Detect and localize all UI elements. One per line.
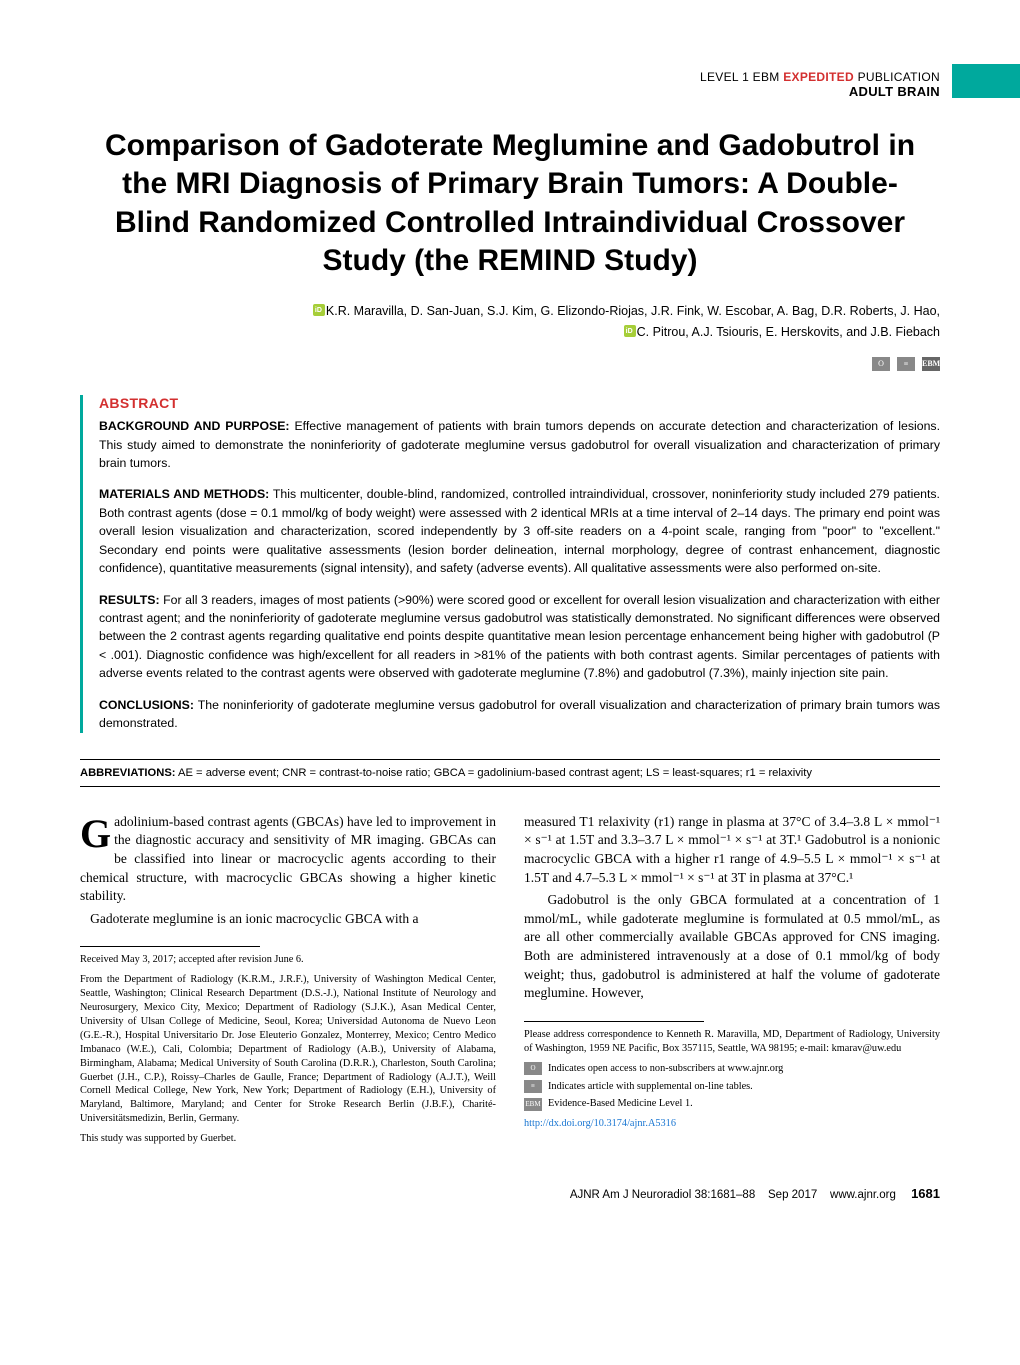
body-para-3: measured T1 relaxivity (r1) range in pla… [524, 813, 940, 888]
body-p2-text: Gadoterate meglumine is an ionic macrocy… [90, 911, 418, 926]
header-category: LEVEL 1 EBM EXPEDITED PUBLICATION ADULT … [80, 70, 940, 99]
abbreviations-text: AE = adverse event; CNR = contrast-to-no… [178, 767, 812, 779]
supplement-icon: ≡ [897, 357, 915, 371]
category-suffix: PUBLICATION [854, 70, 940, 84]
body-columns: Gadolinium-based contrast agents (GBCAs)… [80, 813, 940, 1152]
supplement-icon: ≡ [524, 1080, 542, 1093]
abstract-heading: ABSTRACT [99, 395, 940, 411]
expedited-label: EXPEDITED [783, 70, 854, 84]
abbreviations-label: ABBREVIATIONS: [80, 767, 176, 779]
section-label: ADULT BRAIN [80, 84, 940, 99]
right-column: measured T1 relaxivity (r1) range in pla… [524, 813, 940, 1152]
ebm-legend: EBM Evidence-Based Medicine Level 1. [524, 1097, 940, 1111]
authors-line-2: C. Pitrou, A.J. Tsiouris, E. Herskovits,… [80, 322, 940, 343]
page-container: LEVEL 1 EBM EXPEDITED PUBLICATION ADULT … [0, 0, 1020, 1241]
body-para-2: Gadoterate meglumine is an ionic macrocy… [80, 910, 496, 929]
ebm-icon: EBM [922, 357, 940, 371]
footer-date: Sep 2017 [768, 1189, 817, 1201]
body-para-4: Gadobutrol is the only GBCA formulated a… [524, 891, 940, 1003]
footnote-rule [524, 1021, 704, 1022]
ebm-text: Evidence-Based Medicine Level 1. [548, 1097, 693, 1111]
footnote-rule [80, 946, 260, 947]
abstract-block: ABSTRACT BACKGROUND AND PURPOSE: Effecti… [80, 395, 940, 733]
body-p1-text: adolinium-based contrast agents (GBCAs) … [80, 814, 496, 904]
conclusions-text: The noninferiority of gadoterate meglumi… [99, 698, 940, 730]
article-type-icons: O ≡ EBM [80, 355, 940, 373]
body-para-1: Gadolinium-based contrast agents (GBCAs)… [80, 813, 496, 906]
orcid-icon [313, 304, 325, 316]
authors-text-1: K.R. Maravilla, D. San-Juan, S.J. Kim, G… [326, 304, 940, 318]
page-number: 1681 [911, 1186, 940, 1201]
doi-link[interactable]: http://dx.doi.org/10.3174/ajnr.A5316 [524, 1117, 940, 1131]
supplement-text: Indicates article with supplemental on-l… [548, 1080, 753, 1094]
results-text: For all 3 readers, images of most patien… [99, 593, 940, 681]
category-line: LEVEL 1 EBM EXPEDITED PUBLICATION [80, 70, 940, 84]
conclusions-label: CONCLUSIONS: [99, 698, 194, 712]
correspondence-note: Please address correspondence to Kenneth… [524, 1028, 940, 1056]
openaccess-legend: O Indicates open access to non-subscribe… [524, 1062, 940, 1076]
orcid-icon [624, 325, 636, 337]
footer-journal: AJNR Am J Neuroradiol 38:1681–88 [570, 1189, 755, 1201]
footer-url: www.ajnr.org [830, 1189, 896, 1201]
supplement-legend: ≡ Indicates article with supplemental on… [524, 1080, 940, 1094]
abstract-background: BACKGROUND AND PURPOSE: Effective manage… [99, 417, 940, 472]
teal-decorative-bar [952, 64, 1020, 98]
abstract-conclusions: CONCLUSIONS: The noninferiority of gadot… [99, 696, 940, 733]
affiliations-note: From the Department of Radiology (K.R.M.… [80, 973, 496, 1126]
footnotes-left: Received May 3, 2017; accepted after rev… [80, 946, 496, 1146]
authors-block: K.R. Maravilla, D. San-Juan, S.J. Kim, G… [80, 301, 940, 344]
left-column: Gadolinium-based contrast agents (GBCAs)… [80, 813, 496, 1152]
ebm-icon: EBM [524, 1098, 542, 1111]
openaccess-text: Indicates open access to non-subscribers… [548, 1062, 783, 1076]
footnotes-right: Please address correspondence to Kenneth… [524, 1021, 940, 1131]
abbreviations-block: ABBREVIATIONS: AE = adverse event; CNR =… [80, 759, 940, 787]
supported-note: This study was supported by Guerbet. [80, 1132, 496, 1146]
authors-line-1: K.R. Maravilla, D. San-Juan, S.J. Kim, G… [80, 301, 940, 322]
background-label: BACKGROUND AND PURPOSE: [99, 419, 290, 433]
methods-label: MATERIALS AND METHODS: [99, 487, 269, 501]
open-access-icon: O [872, 357, 890, 371]
authors-text-2: C. Pitrou, A.J. Tsiouris, E. Herskovits,… [637, 325, 940, 339]
article-title: Comparison of Gadoterate Meglumine and G… [80, 127, 940, 281]
open-access-icon: O [524, 1062, 542, 1075]
received-note: Received May 3, 2017; accepted after rev… [80, 953, 496, 967]
results-label: RESULTS: [99, 593, 160, 607]
dropcap: G [80, 813, 114, 851]
category-prefix: LEVEL 1 EBM [700, 70, 783, 84]
abstract-results: RESULTS: For all 3 readers, images of mo… [99, 591, 940, 683]
abstract-methods: MATERIALS AND METHODS: This multicenter,… [99, 485, 940, 577]
body-p4-text: Gadobutrol is the only GBCA formulated a… [524, 892, 940, 1000]
page-footer: AJNR Am J Neuroradiol 38:1681–88 Sep 201… [80, 1186, 940, 1201]
